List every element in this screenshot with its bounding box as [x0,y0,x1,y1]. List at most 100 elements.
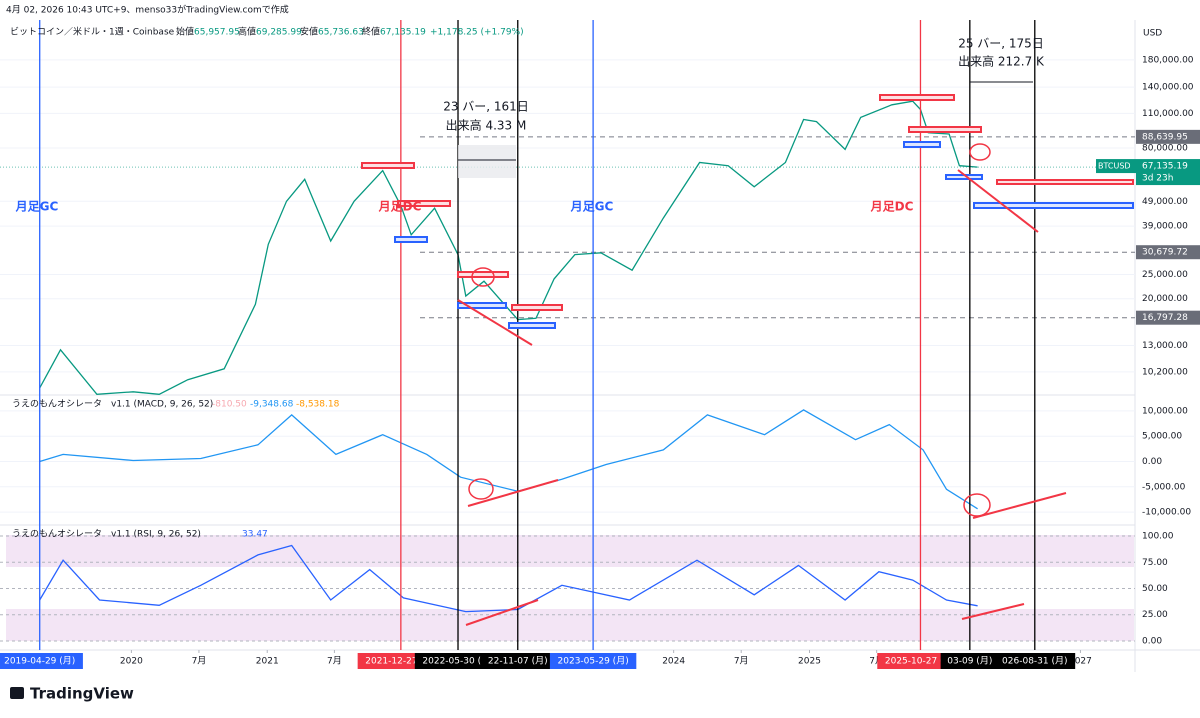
y-tick-label: 140,000.00 [1142,83,1194,93]
last-price-label: 67,135.19 [1142,162,1188,172]
trend-line [957,169,1039,233]
caption: 4月 02, 2026 10:43 UTC+9、menso33がTradingV… [6,4,289,16]
circle [963,493,991,517]
y-tick-label: 110,000.00 [1142,109,1194,119]
legend: ビットコイン／米ドル・1週・Coinbase 始値 65,957.95 高値 6… [10,26,524,540]
date-badge-label: 2023-05-29 (月) [558,656,629,667]
y-tick-label: 0.00 [1142,457,1162,467]
y-tick-label: 10,000.00 [1142,406,1188,416]
date-badge-label: 2019-04-29 (月) [4,656,75,667]
y-tick-label: 80,000.00 [1142,144,1188,154]
symbol-tag: BTCUSD [1098,162,1131,171]
y-tick-label: 25,000.00 [1142,270,1188,280]
date-badge-label: 22-11-07 (月) [488,656,548,667]
date-badge-label: 2021-12-27 (月) [365,656,436,667]
drawings [361,81,1134,626]
indicator-value: -810.50 [212,400,247,410]
label: 始値 [176,26,194,38]
range-label: 出来高 212.7 K [958,54,1045,69]
currency: USD [1143,29,1162,39]
zone [394,236,428,243]
range-box [458,145,516,178]
last-price-tag [1096,159,1136,174]
price-badge [1136,129,1200,144]
zone [908,126,982,133]
annotation: 月足DC [378,200,422,214]
y-tick-label: -5,000.00 [1142,482,1186,492]
value: 65,957.95 [194,28,240,38]
trend-line [467,479,559,507]
zone [508,322,556,329]
trend-line [457,299,533,346]
x-tick-label: 2027 [1069,657,1092,667]
date-badge-label: 026-08-31 (月) [1002,656,1067,667]
rsi-upper-band [6,535,1134,567]
symbol: ビットコイン／米ドル・1週・Coinbase [10,26,175,38]
trend-line [465,599,539,626]
range-label: 出来高 4.33 M [446,118,527,133]
annotation: 月足GC [570,200,614,214]
indicator-title: うえのもんオシレータ v1.1 (RSI, 9, 26, 52) [12,529,201,540]
zone [996,179,1134,185]
last-price-badge [1136,159,1200,186]
y-tick-label: 13,000.00 [1142,341,1188,351]
label: 安値 [300,26,318,38]
y-tick-label: -10,000.00 [1142,508,1191,518]
price-badge [1136,245,1200,260]
value: 69,285.99 [256,28,302,38]
logo-icon [10,687,24,699]
zone [511,304,563,311]
trend-line [972,492,1067,519]
range-label: 23 バー, 161日 [443,100,529,114]
plot: 180,000.00 140,000.00 110,000.00 80,000.00 4… [0,20,1200,669]
date-badge [414,653,502,669]
y-tick-label: 50.00 [1142,584,1168,594]
x-tick-label: 7月 [869,656,884,667]
trend-line [961,603,1025,620]
y-tick-label: 5,000.00 [1142,432,1182,442]
countdown: 3d 23h [1142,174,1173,184]
y-tick-label: 20,000.00 [1142,294,1188,304]
y-tick-label: 10,200.00 [1142,367,1188,377]
date-badge [994,653,1076,669]
circle [468,478,494,500]
date-badge [549,653,637,669]
zone [903,141,941,148]
circle [471,267,495,287]
zone [397,200,451,207]
x-tick-label: 2021 [256,657,279,667]
zone [361,162,415,169]
rsi-lower-band [6,609,1134,641]
x-tick-label: 7月 [327,656,342,667]
date-badge-label: 2025-10-27 (月) [885,656,956,667]
date-badge-label: 03-09 (月) [947,656,992,667]
range-label: 25 バー, 175日 [958,37,1044,51]
price-badge-label: 88,639.95 [1142,132,1188,142]
change: +1,178.25 (+1.79%) [430,28,524,38]
date-badge [940,653,1000,669]
date-badge [0,653,83,669]
brand: TradingView [30,685,134,703]
price-badge-label: 16,797.28 [1142,313,1188,323]
zone [457,302,507,309]
price-badge-label: 30,679.72 [1142,248,1188,258]
circle [969,143,991,161]
x-tick-label: 7月 [192,656,207,667]
y-tick-label: 49,000.00 [1142,197,1188,207]
zone [879,94,955,101]
x-tick-label: 2025 [798,657,821,667]
logo: TradingView [10,685,134,703]
series-line [39,544,978,613]
indicator-title: うえのもんオシレータ v1.1 (MACD, 9, 26, 52) [12,399,213,410]
y-tick-label: 39,000.00 [1142,222,1188,232]
y-tick-label: 180,000.00 [1142,55,1194,65]
zone [457,271,509,278]
indicator-value: -8,538.18 [296,400,340,410]
x-tick-label: 2020 [120,657,143,667]
y-tick-label: 75.00 [1142,558,1168,568]
zone [973,202,1134,209]
value: 67,135.19 [380,28,426,38]
y-tick-label: 100.00 [1142,532,1174,542]
